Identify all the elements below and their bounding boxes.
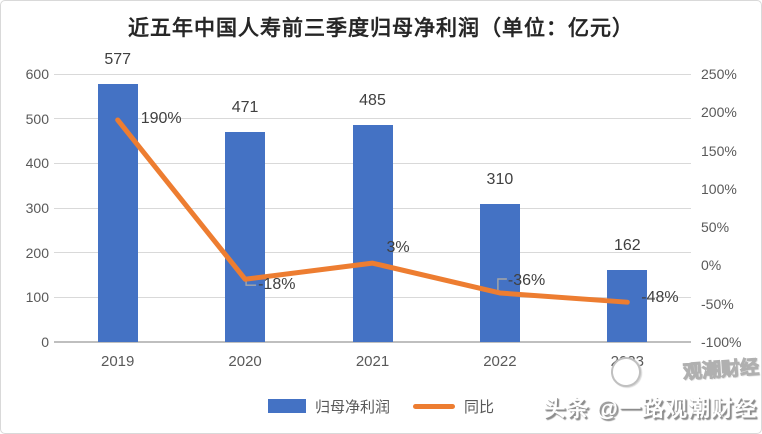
legend-bar-label: 归母净利润 xyxy=(314,398,390,416)
bar-value-label: 577 xyxy=(104,51,132,69)
bar-value-label: 485 xyxy=(359,92,386,110)
bar-2019 xyxy=(97,84,138,342)
left-axis-tick: 300 xyxy=(25,200,49,216)
left-axis-tick: 400 xyxy=(25,155,49,172)
bar-2021 xyxy=(352,125,393,342)
line-value-label: 3% xyxy=(386,239,410,257)
right-axis-tick: 50% xyxy=(701,219,730,236)
legend: 归母净利润 同比 xyxy=(1,395,761,417)
left-axis-tick: 500 xyxy=(25,110,49,127)
right-axis-tick: 150% xyxy=(701,142,737,159)
right-axis-tick: 0% xyxy=(701,257,722,274)
x-axis-label-2022: 2022 xyxy=(483,353,517,370)
left-axis-tick: 0 xyxy=(41,334,49,350)
legend-line-label: 同比 xyxy=(464,398,495,416)
line-value-label: 190% xyxy=(140,109,182,127)
right-axis-tick: -50% xyxy=(701,295,734,312)
right-axis-tick: 200% xyxy=(701,104,737,121)
watermark: 观潮财经 头条 @一路观潮财经 xyxy=(543,355,760,427)
bar-2020 xyxy=(225,131,266,342)
line-value-label: -18% xyxy=(258,276,296,294)
legend-line-swatch xyxy=(413,403,455,409)
watermark-small-text: 观潮财经 xyxy=(682,357,760,384)
x-axis-label-2020: 2020 xyxy=(228,353,262,370)
bar-value-label: 162 xyxy=(613,236,641,254)
line-value-label: -48% xyxy=(641,289,679,307)
x-axis-label-2019: 2019 xyxy=(101,353,135,370)
right-axis-tick: -100% xyxy=(701,334,742,350)
watermark-main-text: 头条 @一路观潮财经 xyxy=(543,396,757,421)
bar-value-label: 471 xyxy=(231,98,259,116)
left-axis-tick: 200 xyxy=(25,244,49,261)
right-axis-tick: 100% xyxy=(701,180,737,197)
x-axis-label-2021: 2021 xyxy=(355,353,390,370)
gridline xyxy=(54,73,691,75)
line-value-label: -36% xyxy=(507,271,546,289)
x-axis-line xyxy=(54,341,691,343)
bar-value-label: 310 xyxy=(486,170,514,188)
chart-title: 近五年中国人寿前三季度归母净利润（单位：亿元） xyxy=(128,16,634,40)
right-axis-tick: 250% xyxy=(701,66,737,82)
left-axis-tick: 600 xyxy=(25,66,49,82)
legend-bar-swatch xyxy=(267,399,306,413)
left-axis-tick: 100 xyxy=(25,289,49,306)
watermark-logo-icon xyxy=(609,355,643,389)
